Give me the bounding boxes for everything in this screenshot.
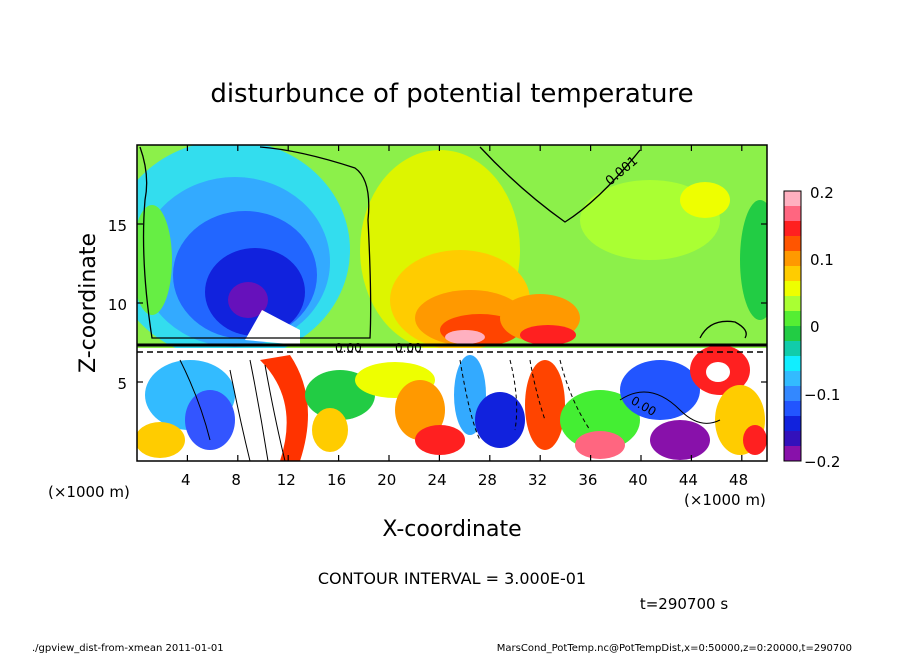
colorbar-swatch [784,431,801,447]
x-tick-label: 44 [679,471,698,489]
plot-frame [136,144,768,462]
y-ticks [137,223,767,383]
colorbar-swatch [784,206,801,222]
colorbar-label: 0.2 [810,184,834,202]
y-axis-label: Z-coordinate [76,233,101,373]
chart-title: disturbunce of potential temperature [210,79,693,109]
y-tick-label: 15 [108,217,127,235]
colorbar-swatch [784,416,801,432]
x-tick-label: 16 [327,471,346,489]
x-tick-label: 12 [277,471,296,489]
colorbar-swatch [784,251,801,267]
colorbar-label: −0.2 [804,453,840,471]
colorbar-swatch [784,236,801,252]
contour-interval-text: CONTOUR INTERVAL = 3.000E-01 [318,569,586,588]
y-tick-label: 5 [117,375,127,393]
contour-label-2: 0.00 [335,341,362,355]
colorbar-swatch [784,401,801,417]
colorbar-label: −0.1 [804,386,840,404]
colorbar-swatch [784,266,801,282]
x-tick-labels: 4 8 12 16 20 24 28 32 36 40 44 48 [181,471,748,489]
x-tick-label: 36 [578,471,597,489]
colorbar-swatch [784,281,801,297]
x-tick-label: 32 [528,471,547,489]
x-tick-label: 20 [377,471,396,489]
y-tick-labels: 5 10 15 [108,217,127,393]
colorbar-swatch [784,341,801,357]
plot-area [137,145,767,461]
x-tick-label: 8 [231,471,241,489]
colorbar [783,190,802,462]
colorbar-swatch [784,356,801,372]
x-tick-label: 4 [181,471,191,489]
x-unit-label: (×1000 m) [48,483,130,501]
x-ticks [186,145,743,461]
x-unit-label-right: (×1000 m) [684,491,766,509]
colorbar-swatch [784,386,801,402]
colorbar-swatch [784,371,801,387]
colorbar-tick-labels: 0.2 0.1 0 −0.1 −0.2 [804,184,840,471]
contour-label-3: 0.00 [395,341,422,355]
y-tick-label: 10 [108,296,127,314]
colorbar-swatch [784,311,801,327]
colorbar-label: 0 [810,318,820,336]
colorbar-swatch [784,191,801,207]
x-tick-label: 28 [478,471,497,489]
x-tick-label: 24 [428,471,447,489]
footer-right: MarsCond_PotTemp.nc@PotTempDist,x=0:5000… [497,643,852,654]
colorbar-swatch [784,446,801,462]
x-tick-label: 48 [729,471,748,489]
colorbar-swatch [784,296,801,312]
colorbar-swatch [784,221,801,237]
x-axis-label: X-coordinate [382,517,521,542]
time-text: t=290700 s [640,595,728,613]
colorbar-label: 0.1 [810,251,834,269]
colorbar-frame [783,190,802,462]
x-tick-label: 40 [629,471,648,489]
footer-left: ./gpview_dist-from-xmean 2011-01-01 [32,643,224,654]
colorbar-swatch [784,326,801,342]
